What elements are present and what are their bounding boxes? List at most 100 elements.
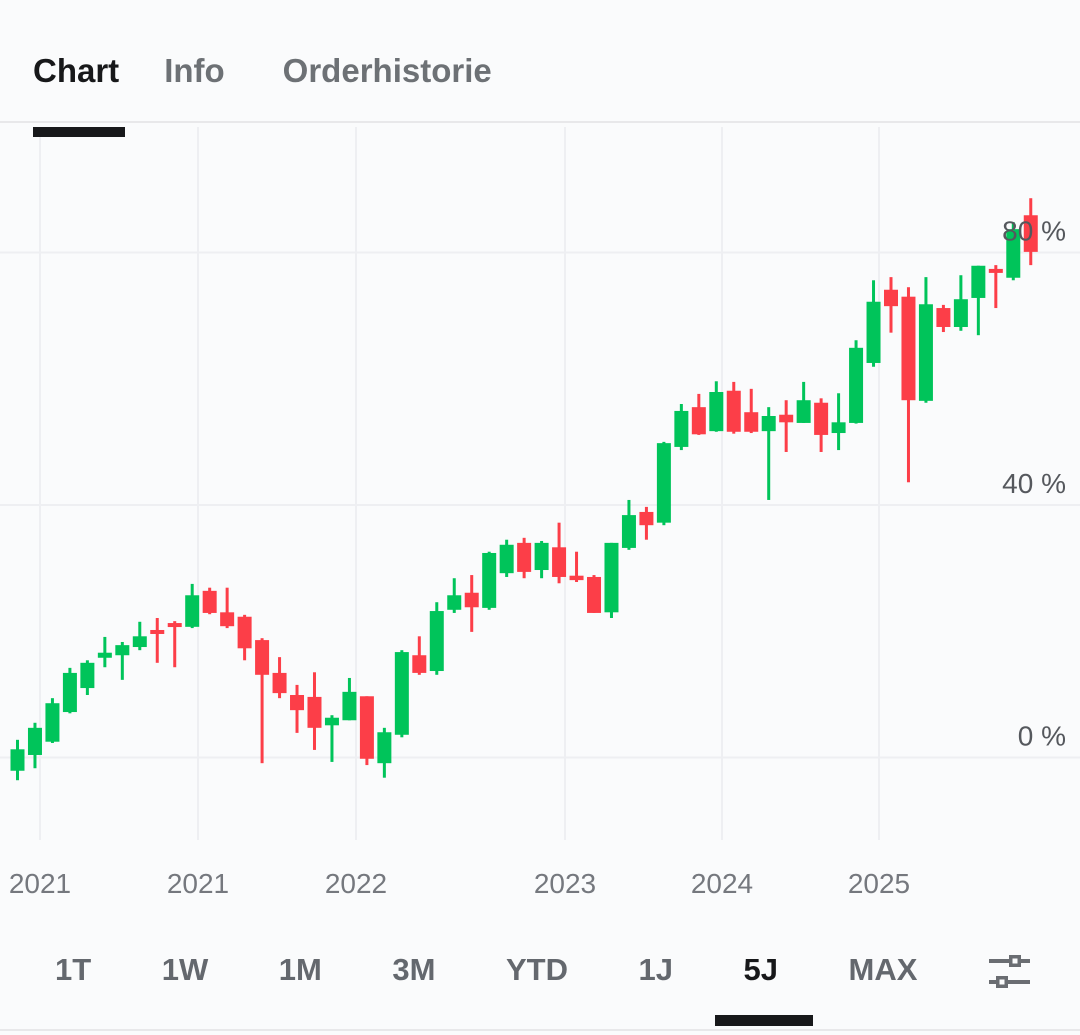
candle-body xyxy=(691,407,706,435)
candle-wick xyxy=(155,617,159,663)
candle-body xyxy=(988,268,1003,273)
candle-wick xyxy=(994,265,998,309)
x-axis-label: 2023 xyxy=(534,868,596,899)
candle-body xyxy=(866,301,881,363)
range-ytd[interactable]: YTD xyxy=(505,952,568,987)
range-1w[interactable]: 1W xyxy=(161,952,209,987)
candle-wick xyxy=(330,715,334,762)
candle-body xyxy=(272,672,287,694)
candle-body xyxy=(534,542,549,571)
candle-body xyxy=(185,595,200,627)
candle-body xyxy=(447,595,462,610)
candle-body xyxy=(779,414,794,423)
range-1j[interactable]: 1J xyxy=(638,952,673,987)
candle-wick xyxy=(767,407,771,500)
range-selector: 1T 1W 1M 3M YTD 1J 5J MAX xyxy=(0,941,1080,999)
candle-body xyxy=(255,640,270,675)
x-axis-label: 2025 xyxy=(848,868,910,899)
candle-body xyxy=(394,652,409,735)
candle-wick xyxy=(749,388,753,434)
candle-body xyxy=(1006,229,1021,278)
candle-wick xyxy=(784,400,788,452)
candle-wick xyxy=(173,621,177,668)
active-range-indicator xyxy=(715,1015,813,1026)
candle-wick xyxy=(260,638,264,764)
candle-body xyxy=(290,695,305,711)
candle-body xyxy=(202,590,217,613)
range-5j[interactable]: 5J xyxy=(743,952,778,987)
candle-body xyxy=(831,422,846,434)
candle-body xyxy=(45,703,60,742)
candle-body xyxy=(80,662,95,689)
candle-body xyxy=(953,299,968,327)
candle-body xyxy=(604,542,619,613)
candle-body xyxy=(587,576,602,613)
range-1m[interactable]: 1M xyxy=(278,952,322,987)
candle-body xyxy=(918,304,933,401)
tab-bar: Chart Info Orderhistorie xyxy=(33,52,492,90)
candle-wick xyxy=(976,265,980,336)
candle-body xyxy=(359,696,374,759)
candle-body xyxy=(499,544,514,574)
candle-body xyxy=(971,265,986,298)
candle-wick xyxy=(575,551,579,583)
candle-body xyxy=(674,410,689,447)
tab-bar-divider xyxy=(0,121,1080,123)
candle-wick xyxy=(138,621,142,651)
candle-body xyxy=(1023,215,1038,252)
candle-body xyxy=(849,347,864,423)
candle-body xyxy=(814,402,829,435)
candle-body xyxy=(761,415,776,432)
candle-body xyxy=(901,296,916,401)
tab-orderhistorie[interactable]: Orderhistorie xyxy=(282,52,492,89)
bottom-divider xyxy=(0,1029,1080,1031)
candle-body xyxy=(429,611,444,672)
candle-body xyxy=(132,636,147,648)
candle-body xyxy=(569,575,584,581)
candle-body xyxy=(464,592,479,608)
candle-body xyxy=(115,645,130,656)
range-1t[interactable]: 1T xyxy=(55,952,92,987)
active-tab-indicator xyxy=(33,127,125,137)
candle-wick xyxy=(120,641,124,680)
candle-body xyxy=(621,515,636,548)
range-3m[interactable]: 3M xyxy=(392,952,436,987)
candle-body xyxy=(639,511,654,526)
candle-body xyxy=(27,727,42,755)
x-axis-label: 2022 xyxy=(325,868,387,899)
y-axis-label: 40 % xyxy=(1002,468,1066,499)
sliders-icon xyxy=(988,955,1030,988)
candle-body xyxy=(97,652,112,658)
chart-settings-button[interactable] xyxy=(988,950,1032,990)
candlestick-chart[interactable]: 2021 2021 2022 2023 2024 2025 0 % 40 % 80 % xyxy=(0,0,1080,910)
candle-body xyxy=(62,672,77,713)
candle-body xyxy=(726,390,741,432)
y-axis-label: 80 % xyxy=(1002,216,1066,247)
candle-body xyxy=(796,400,811,423)
candle-body xyxy=(744,412,759,432)
candle-body xyxy=(307,696,322,728)
candle-body xyxy=(552,547,567,577)
candle-body xyxy=(709,392,724,432)
candle-body xyxy=(324,717,339,726)
x-axis-label: 2021 xyxy=(9,868,71,899)
candle-body xyxy=(884,289,898,307)
candle-body xyxy=(150,629,165,634)
tab-info[interactable]: Info xyxy=(164,52,225,89)
candle-body xyxy=(656,443,671,523)
candle-body xyxy=(517,542,532,572)
candle-wick xyxy=(837,393,841,451)
candle-body xyxy=(167,623,182,628)
candle-body xyxy=(220,612,235,627)
candle-wick xyxy=(225,587,229,629)
candle-body xyxy=(237,616,252,649)
x-axis-label: 2024 xyxy=(691,868,753,899)
candle-wick xyxy=(103,636,107,668)
candle-body xyxy=(482,552,497,608)
candle-body xyxy=(342,691,357,721)
y-axis-label: 0 % xyxy=(1018,721,1066,752)
tab-chart[interactable]: Chart xyxy=(33,52,120,89)
range-max[interactable]: MAX xyxy=(848,952,918,987)
candle-body xyxy=(377,732,392,764)
